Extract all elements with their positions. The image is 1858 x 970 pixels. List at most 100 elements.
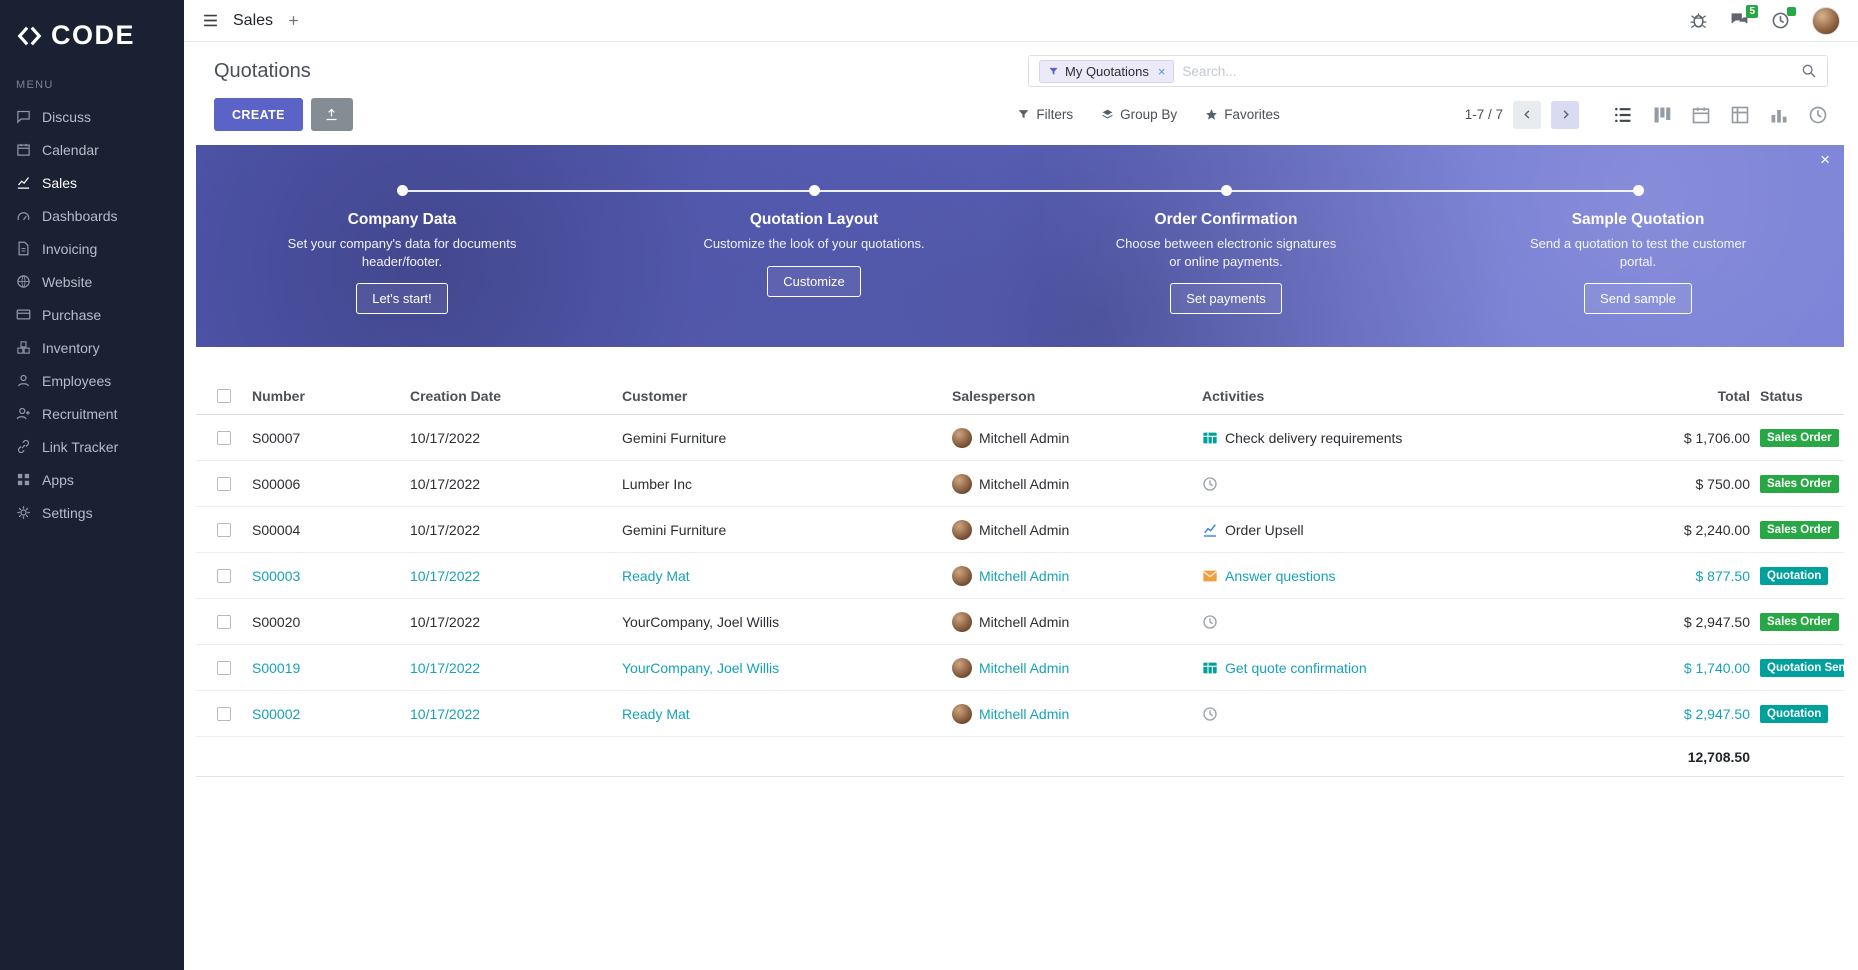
- pager: 1-7 / 7: [1465, 100, 1579, 129]
- select-all-checkbox[interactable]: [217, 388, 231, 403]
- kanban-view-button[interactable]: [1652, 105, 1672, 125]
- row-checkbox[interactable]: [217, 706, 231, 721]
- logo-text: CODE: [51, 20, 136, 50]
- column-header-creation-date[interactable]: Creation Date: [410, 387, 502, 404]
- sidebar-item-employees[interactable]: Employees: [0, 364, 184, 397]
- sidebar-item-purchase[interactable]: Purchase: [0, 298, 184, 331]
- debug-bug-icon[interactable]: [1689, 11, 1708, 30]
- page-title: Quotations: [214, 59, 311, 82]
- row-checkbox[interactable]: [217, 614, 231, 629]
- sidebar-item-calendar[interactable]: Calendar: [0, 133, 184, 166]
- row-checkbox[interactable]: [217, 476, 231, 491]
- pivot-view-button[interactable]: [1730, 105, 1750, 125]
- sidebar-item-recruitment[interactable]: Recruitment: [0, 397, 184, 430]
- pager-previous-button[interactable]: [1513, 100, 1541, 129]
- search-facet[interactable]: My Quotations ×: [1039, 59, 1175, 83]
- user-avatar[interactable]: [1812, 6, 1840, 35]
- plus-icon[interactable]: [287, 12, 300, 30]
- row-salesperson: Mitchell Admin: [979, 429, 1070, 446]
- favorites-button[interactable]: Favorites: [1205, 107, 1280, 122]
- status-badge: Quotation: [1760, 567, 1829, 585]
- sidebar-item-label: Apps: [42, 471, 74, 488]
- customize-button[interactable]: Customize: [767, 265, 861, 297]
- clock-activity-icon[interactable]: [1202, 706, 1218, 722]
- row-checkbox[interactable]: [217, 568, 231, 583]
- current-app-name[interactable]: Sales: [233, 11, 274, 29]
- row-checkbox[interactable]: [217, 430, 231, 445]
- logo-icon: [16, 23, 42, 49]
- pager-next-button[interactable]: [1551, 100, 1579, 129]
- list-view-button[interactable]: [1613, 105, 1633, 125]
- row-creation-date: 10/17/2022: [410, 521, 481, 538]
- row-checkbox[interactable]: [217, 522, 231, 537]
- search-input[interactable]: [1182, 63, 1793, 79]
- main-area: Sales 5 Quotations My Quotations ×: [184, 0, 1858, 970]
- sidebar-item-label: Discuss: [42, 108, 92, 125]
- clock-activity-icon[interactable]: [1202, 614, 1218, 630]
- facet-remove-icon[interactable]: ×: [1157, 63, 1166, 79]
- activity-view-button[interactable]: [1808, 105, 1828, 125]
- credit-card-icon: [16, 307, 31, 322]
- sidebar-item-dashboards[interactable]: Dashboards: [0, 199, 184, 232]
- column-header-salesperson[interactable]: Salesperson: [952, 387, 1036, 404]
- step-dot: [808, 185, 820, 196]
- table-row[interactable]: S00004 10/17/2022 Gemini Furniture Mitch…: [196, 507, 1844, 553]
- messages-icon[interactable]: 5: [1730, 5, 1758, 30]
- sidebar-item-settings[interactable]: Settings: [0, 496, 184, 529]
- row-number: S00020: [252, 613, 301, 630]
- search-icon[interactable]: [1801, 62, 1817, 80]
- sidebar-item-label: Inventory: [42, 339, 100, 356]
- create-button[interactable]: CREATE: [214, 98, 303, 131]
- row-customer: Gemini Furniture: [622, 429, 727, 446]
- sidebar-item-apps[interactable]: Apps: [0, 463, 184, 496]
- table-row[interactable]: S00006 10/17/2022 Lumber Inc Mitchell Ad…: [196, 461, 1844, 507]
- row-creation-date: 10/17/2022: [410, 567, 481, 584]
- spreadsheet-activity-icon[interactable]: [1202, 430, 1218, 446]
- grid-icon: [16, 472, 31, 487]
- row-number: S00006: [252, 475, 301, 492]
- column-header-status[interactable]: Status: [1760, 387, 1803, 404]
- salesperson-avatar: [952, 473, 972, 494]
- column-header-total[interactable]: Total: [1717, 387, 1750, 404]
- set-payments-button[interactable]: Set payments: [1170, 283, 1282, 315]
- spreadsheet-activity-icon[interactable]: [1202, 660, 1218, 676]
- search-bar[interactable]: My Quotations ×: [1028, 55, 1828, 87]
- activities-clock-icon[interactable]: [1771, 7, 1796, 30]
- envelope-activity-icon[interactable]: [1202, 568, 1218, 584]
- table-row[interactable]: S00019 10/17/2022 YourCompany, Joel Will…: [196, 645, 1844, 691]
- sidebar-item-label: Website: [42, 273, 93, 290]
- row-checkbox[interactable]: [217, 660, 231, 675]
- clock-activity-icon[interactable]: [1202, 476, 1218, 492]
- banner-close-icon[interactable]: ×: [1820, 150, 1830, 169]
- sidebar-item-sales[interactable]: Sales: [0, 166, 184, 199]
- chart-activity-icon[interactable]: [1202, 522, 1218, 538]
- sidebar-item-invoicing[interactable]: Invoicing: [0, 232, 184, 265]
- lets-start-button[interactable]: Let's start!: [356, 283, 448, 315]
- export-button[interactable]: [310, 98, 353, 131]
- table-row[interactable]: S00020 10/17/2022 YourCompany, Joel Will…: [196, 599, 1844, 645]
- column-header-number[interactable]: Number: [252, 387, 305, 404]
- globe-icon: [16, 274, 31, 289]
- send-sample-button[interactable]: Send sample: [1584, 283, 1692, 315]
- table-footer-row: 12,708.50: [196, 737, 1844, 777]
- table-row[interactable]: S00002 10/17/2022 Ready Mat Mitchell Adm…: [196, 691, 1844, 737]
- sidebar-item-discuss[interactable]: Discuss: [0, 100, 184, 133]
- row-activity: Order Upsell: [1225, 521, 1304, 538]
- sidebar-item-label: Link Tracker: [42, 438, 119, 455]
- logo[interactable]: CODE: [0, 0, 184, 67]
- sidebar-item-inventory[interactable]: Inventory: [0, 331, 184, 364]
- step-title: Sample Quotation: [1571, 211, 1705, 228]
- table-row[interactable]: S00003 10/17/2022 Ready Mat Mitchell Adm…: [196, 553, 1844, 599]
- hamburger-menu-icon[interactable]: [202, 12, 219, 30]
- group-by-button[interactable]: Group By: [1101, 107, 1177, 122]
- table-row[interactable]: S00007 10/17/2022 Gemini Furniture Mitch…: [196, 415, 1844, 461]
- filters-label: Filters: [1036, 107, 1074, 122]
- column-header-customer[interactable]: Customer: [622, 387, 688, 404]
- sidebar-item-website[interactable]: Website: [0, 265, 184, 298]
- column-header-activities[interactable]: Activities: [1202, 387, 1265, 404]
- filters-button[interactable]: Filters: [1017, 107, 1073, 122]
- calendar-icon: [16, 142, 31, 157]
- sidebar-item-link-tracker[interactable]: Link Tracker: [0, 430, 184, 463]
- calendar-view-button[interactable]: [1691, 105, 1711, 125]
- graph-view-button[interactable]: [1769, 105, 1789, 125]
